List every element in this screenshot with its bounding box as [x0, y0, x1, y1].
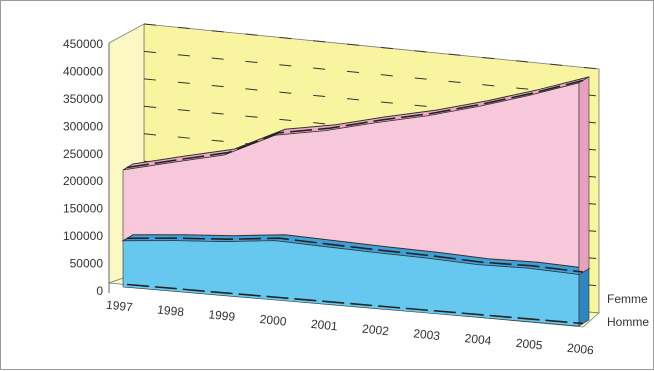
y-tick-label: 250000: [63, 147, 103, 161]
x-tick-label: 1997: [105, 298, 133, 315]
y-tick-label: 50000: [70, 257, 104, 271]
x-tick-label: 2002: [362, 322, 390, 339]
y-tick-label: 300000: [63, 119, 103, 133]
y-tick-label: 450000: [63, 37, 103, 51]
x-tick-label: 2000: [259, 312, 287, 329]
legend-label-femme: Femme: [607, 292, 648, 306]
series-femme-end-face: [579, 77, 589, 275]
x-tick-label: 1998: [157, 302, 185, 319]
x-tick-label: 2001: [310, 317, 338, 334]
x-tick-label: 2005: [515, 336, 543, 353]
y-tick-label: 350000: [63, 92, 103, 106]
x-tick-label: 1999: [208, 307, 236, 324]
y-tick-label: 200000: [63, 174, 103, 188]
legend-label-homme: Homme: [607, 315, 649, 329]
y-tick-label: 150000: [63, 202, 103, 216]
y-tick-label: 100000: [63, 229, 103, 243]
series-homme-end-face: [579, 269, 589, 326]
x-tick-label: 2004: [464, 331, 492, 348]
x-tick-label: 2006: [566, 341, 594, 358]
x-tick-label: 2003: [413, 326, 441, 343]
y-tick-label: 400000: [63, 64, 103, 78]
y-tick-label: 0: [96, 284, 103, 298]
